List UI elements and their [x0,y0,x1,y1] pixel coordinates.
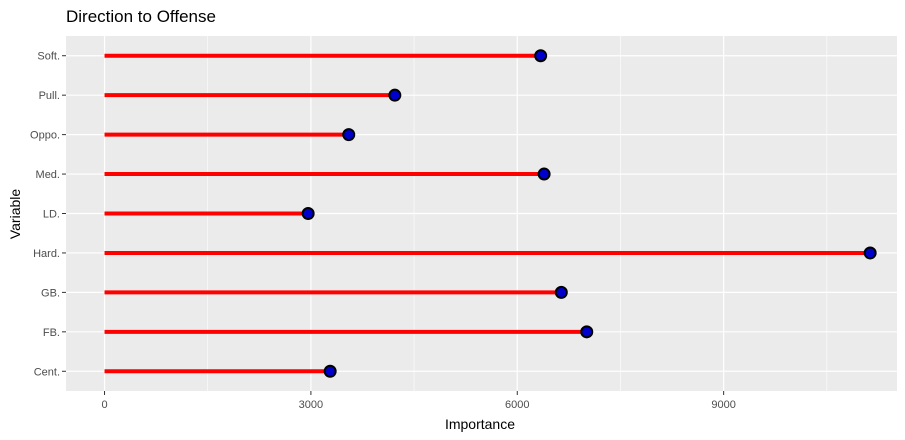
marks-layer [104,49,877,378]
y-tick-label: Hard. [33,248,60,260]
y-tick-label: Soft. [37,51,60,63]
x-tick-label: 0 [101,399,107,411]
x-tick-label: 3000 [299,399,323,411]
y-tick-label: GB. [41,287,60,299]
lollipop-point [534,49,548,63]
lollipop-point [342,128,356,142]
lollipop-point [863,246,877,260]
y-tick-label: FB. [43,327,60,339]
y-axis-title: Variable [7,189,23,240]
y-tick-label: LD. [43,209,60,221]
lollipop-point [554,285,568,299]
y-tick-label: Med. [36,169,60,181]
lollipop-point [580,325,594,339]
lollipop-point [388,88,402,102]
lollipop-point [323,364,337,378]
x-tick-label: 9000 [711,399,735,411]
x-tick-label: 6000 [505,399,529,411]
y-tick-label: Oppo. [30,130,60,142]
lollipop-point [301,207,315,220]
y-tick-label: Cent. [34,366,60,378]
x-axis-title: Importance [445,416,515,432]
axis-layer: 0 3000 6000 9000 Cent. FB. GB. Hard. LD. Med. Oppo… [30,51,736,411]
chart-title: Direction to Offense [66,7,216,26]
y-tick-label: Pull. [39,90,60,102]
lollipop-point [537,167,551,181]
